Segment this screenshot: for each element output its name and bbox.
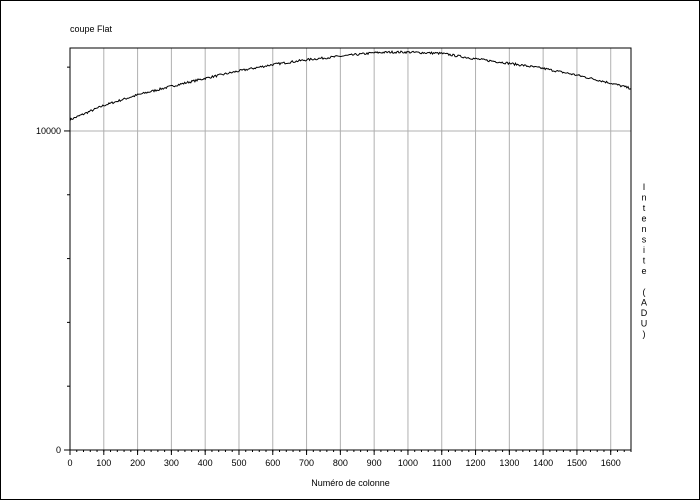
series-line <box>69 50 632 122</box>
x-tick-label: 1300 <box>499 458 519 468</box>
chart-title: coupe Flat <box>70 24 113 34</box>
y-label-char: n <box>641 193 646 203</box>
x-tick-label: 700 <box>299 458 314 468</box>
x-tick-label: 200 <box>130 458 145 468</box>
x-tick-label: 100 <box>96 458 111 468</box>
x-tick-label: 300 <box>164 458 179 468</box>
x-tick-label: 400 <box>198 458 213 468</box>
y-label-char: i <box>643 245 645 255</box>
y-minor-ticks <box>67 66 70 387</box>
x-grid <box>103 48 612 450</box>
y-label-char: n <box>641 224 646 234</box>
x-tick-label: 0 <box>67 458 72 468</box>
x-axis-ticks: 0 100 200 300 400 500 600 700 800 900 1000 1100 1200… <box>67 450 621 468</box>
y-label-char: ) <box>643 329 646 339</box>
x-tick-label: 500 <box>231 458 246 468</box>
y-label-char: t <box>643 203 646 213</box>
x-tick-label: 900 <box>367 458 382 468</box>
y-tick-label: 0 <box>56 445 61 455</box>
x-tick-label: 1200 <box>466 458 486 468</box>
y-label-char: e <box>641 214 646 224</box>
y-tick-label: 10000 <box>36 126 61 136</box>
x-tick-label: 1100 <box>432 458 451 468</box>
y-label-char: A <box>641 298 647 308</box>
x-tick-label: 600 <box>265 458 280 468</box>
y-label-char: U <box>641 319 648 329</box>
x-tick-label: 800 <box>333 458 348 468</box>
y-label-char: t <box>643 256 646 266</box>
plot-area-border <box>69 47 632 451</box>
x-tick-label: 1000 <box>398 458 418 468</box>
series-layer <box>69 50 632 122</box>
y-axis-ticks: 0 10000 <box>36 126 70 455</box>
y-label-char: D <box>641 308 648 318</box>
y-label-char: s <box>642 235 647 245</box>
x-tick-label: 1600 <box>601 458 621 468</box>
x-tick-label: 1400 <box>533 458 553 468</box>
x-tick-label: 1500 <box>567 458 587 468</box>
x-axis-label: Numéro de colonne <box>311 478 390 488</box>
y-label-char: I <box>643 182 646 192</box>
y-label-char: e <box>641 266 646 276</box>
y-label-char: ( <box>643 287 646 297</box>
